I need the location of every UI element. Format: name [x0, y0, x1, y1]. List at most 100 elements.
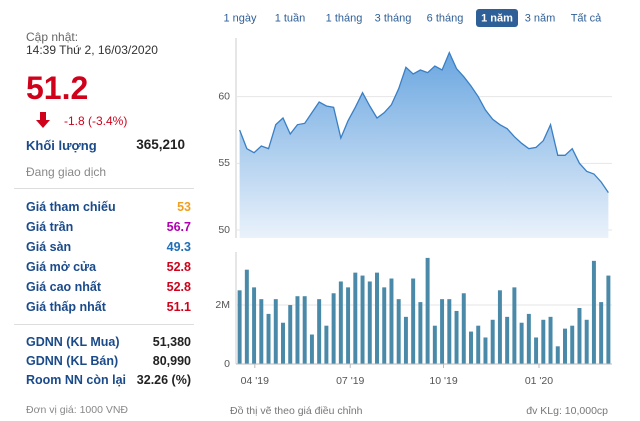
foreign-value: 51,380 [152, 335, 191, 349]
foreign-value: 80,990 [152, 354, 191, 368]
foreign-label: GDNN (KL Bán) [26, 354, 119, 368]
volume-bar [331, 293, 336, 364]
price-label: Giá mở cửa [26, 260, 97, 274]
volume-bar [505, 316, 510, 364]
volume-bar [425, 257, 430, 364]
volume-bar [302, 296, 307, 364]
tab-selected-bg [476, 9, 518, 27]
volume: 365,210 [136, 137, 185, 152]
volume-bar [288, 305, 293, 364]
price-value: 56.7 [166, 220, 191, 234]
tab[interactable]: 6 tháng [427, 12, 464, 24]
volume-bar [591, 260, 596, 364]
foreign-label: Room NN còn lại [26, 373, 127, 387]
y-tick-label: 60 [218, 90, 230, 102]
volume-bar [534, 337, 539, 364]
volume-bar [418, 302, 423, 364]
price-value: 53 [177, 200, 191, 214]
volume-bar [476, 325, 481, 364]
unit-note: Đơn vị giá: 1000 VNĐ [26, 404, 129, 416]
volume-bar [483, 337, 488, 364]
foreign-label: GDNN (KL Mua) [26, 335, 120, 349]
tab[interactable]: 1 ngày [223, 12, 257, 24]
volume-bar [237, 290, 242, 364]
change: -1.8 (-3.4%) [64, 114, 128, 128]
volume-bar [396, 299, 401, 364]
price-value: 51.1 [166, 300, 191, 314]
volume-bar [309, 334, 314, 364]
price-label: Giá sàn [26, 240, 72, 254]
volume-bar [411, 278, 416, 364]
foreign-value: 32.26 (%) [136, 373, 191, 387]
update-time: 14:39 Thứ 2, 16/03/2020 [26, 43, 158, 57]
volume-bar [317, 299, 322, 364]
volume-bar [266, 313, 271, 364]
price-label: Giá tham chiếu [26, 200, 116, 214]
price-label: Giá cao nhất [26, 280, 102, 294]
down-arrow [36, 112, 50, 128]
volume-bar [447, 299, 452, 364]
volume-bar [570, 325, 575, 364]
volume-bar [324, 325, 329, 364]
volume-bar [599, 302, 604, 364]
y-tick-label: 0 [224, 358, 230, 370]
divider [14, 188, 194, 189]
tab[interactable]: 3 tháng [375, 12, 412, 24]
x-tick-label: 01 '20 [525, 375, 553, 387]
price-value: 52.8 [166, 280, 191, 294]
volume-bar [563, 328, 567, 364]
volume-bar [403, 316, 408, 364]
volume-bar [346, 287, 351, 364]
tab[interactable]: 1 năm [481, 12, 513, 24]
tab[interactable]: 1 tuần [275, 12, 306, 24]
volume-bar [244, 269, 249, 364]
volume-bar [541, 319, 546, 364]
x-tick-label: 10 '19 [429, 375, 457, 387]
info-panel: Cập nhật: 14:39 Thứ 2, 16/03/2020 51.2 -… [0, 0, 205, 421]
volume-bar [526, 313, 531, 364]
update-label: Cập nhật: [26, 30, 79, 44]
y-tick-label: 2M [215, 299, 230, 311]
note-left: Đồ thị vẽ theo giá điều chỉnh [230, 405, 363, 417]
price: 51.2 [26, 70, 89, 106]
volume-bar [295, 296, 300, 364]
y-tick-label: 50 [218, 224, 230, 236]
volume-bar [367, 281, 372, 364]
volume-bar [360, 275, 365, 364]
price-value: 52.8 [166, 260, 191, 274]
volume-bar [461, 293, 466, 364]
tab[interactable]: Tất cả [571, 12, 602, 24]
volume-bar [382, 287, 387, 364]
price-label: Giá thấp nhất [26, 300, 106, 314]
volume-label: Khối lượng [26, 138, 97, 153]
volume-bar [555, 346, 560, 364]
status: Đang giao dịch [26, 165, 107, 179]
tab[interactable]: 3 năm [525, 12, 556, 24]
price-label: Giá trần [26, 220, 74, 234]
volume-bar [584, 319, 589, 364]
volume-bar [469, 331, 473, 364]
volume-bar [548, 316, 553, 364]
volume-bar [497, 290, 502, 364]
y-tick-label: 55 [218, 157, 230, 169]
volume-bar [353, 272, 358, 364]
volume-bar [281, 322, 285, 364]
volume-bar [389, 278, 394, 364]
x-tick-label: 07 '19 [336, 375, 364, 387]
price-value: 49.3 [166, 240, 191, 254]
area-fill [239, 52, 609, 238]
volume-bar [454, 310, 459, 364]
volume-bar [259, 299, 264, 364]
price-line [239, 51, 609, 194]
volume-bar [490, 319, 495, 364]
volume-bar [606, 275, 611, 364]
x-tick-label: 04 '19 [241, 375, 269, 387]
volume-bar [273, 299, 278, 364]
volume-bar [432, 325, 437, 364]
tab[interactable]: 1 tháng [326, 12, 363, 24]
volume-bar [375, 272, 379, 364]
volume-bar [440, 299, 445, 364]
volume-bar [512, 287, 517, 364]
